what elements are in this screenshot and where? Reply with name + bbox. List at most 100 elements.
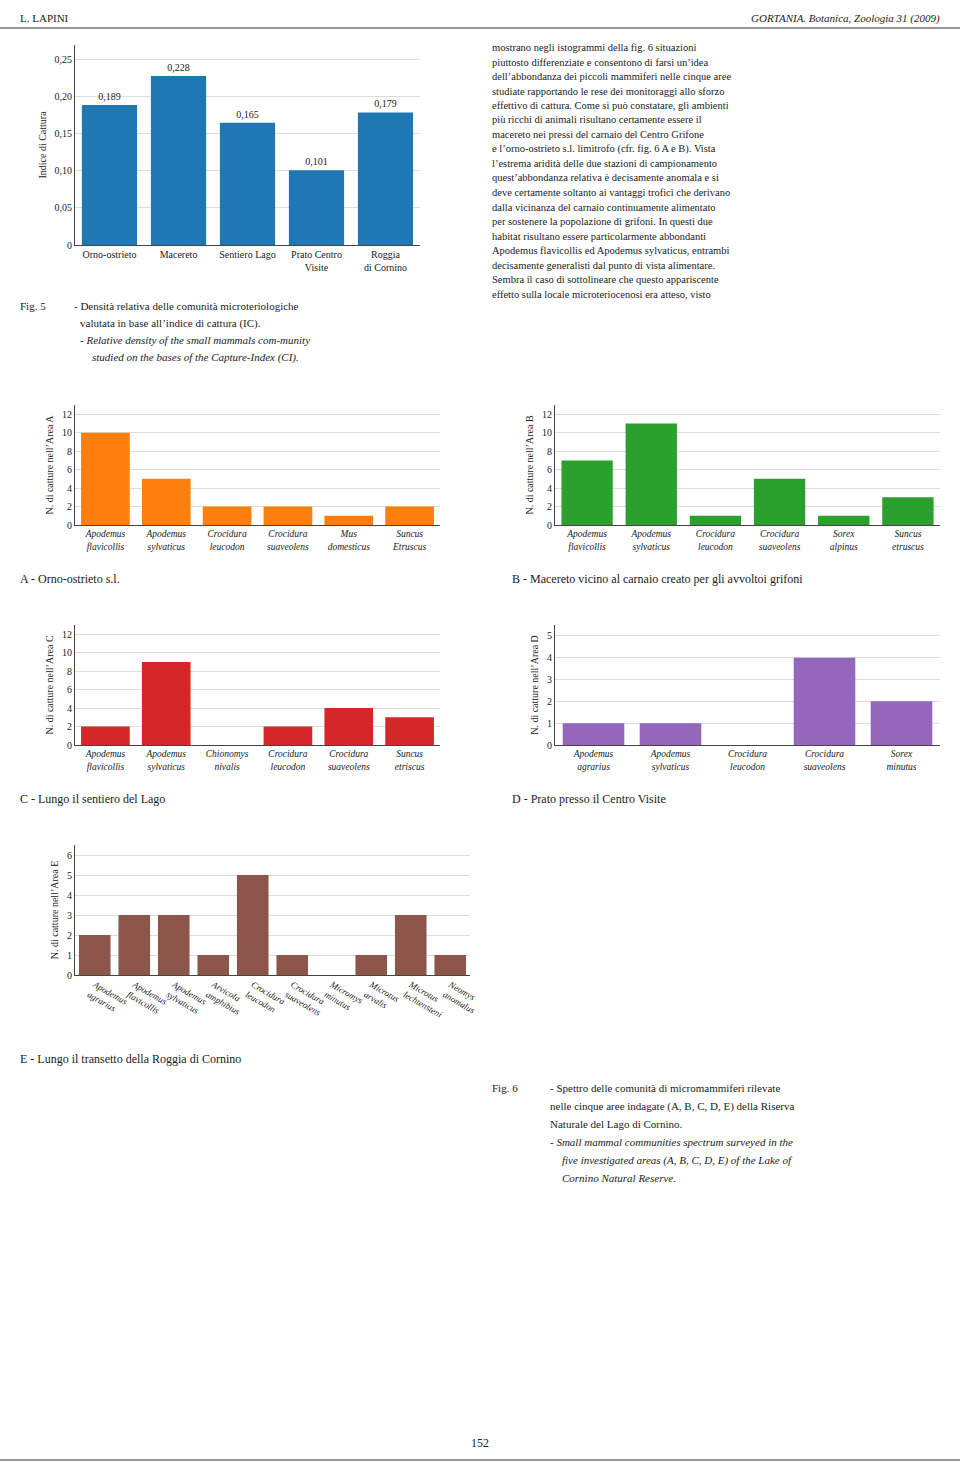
svg-text:Crocidurasuaveolens: Crocidurasuaveolens: [267, 529, 309, 551]
svg-text:L. LAPINI: L. LAPINI: [20, 12, 69, 24]
svg-text:e l’orno-ostrieto s.l. limitro: e l’orno-ostrieto s.l. limitrofo (cfr. f…: [492, 143, 716, 155]
svg-text:12: 12: [542, 409, 552, 420]
svg-text:- Small mammal communities spe: - Small mammal communities spectrum surv…: [550, 1136, 793, 1148]
svg-text:Sentiero Lago: Sentiero Lago: [219, 249, 275, 260]
svg-text:Microtuslechtensteni: Microtuslechtensteni: [401, 979, 450, 1020]
svg-text:Naturale del Lago di Cornino.: Naturale del Lago di Cornino.: [550, 1118, 683, 1130]
svg-text:dalla vicinanza del carnaio co: dalla vicinanza del carnaio continuament…: [492, 202, 716, 213]
svg-text:0,179: 0,179: [374, 98, 397, 109]
svg-text:8: 8: [67, 666, 72, 677]
svg-text:Apodemus flavicollis ed Apodem: Apodemus flavicollis ed Apodemus sylvati…: [492, 245, 729, 256]
svg-text:4: 4: [547, 652, 552, 663]
svg-text:10: 10: [62, 647, 72, 658]
svg-text:12: 12: [62, 409, 72, 420]
svg-text:Fig. 5: Fig. 5: [20, 300, 46, 312]
svg-text:3: 3: [67, 910, 72, 921]
svg-text:habitat risultano essere parti: habitat risultano essere particolarmente…: [492, 231, 706, 242]
svg-text:SuncusEtruscus: SuncusEtruscus: [392, 529, 427, 551]
svg-text:Musdomesticus: Musdomesticus: [328, 529, 371, 551]
svg-text:8: 8: [67, 446, 72, 457]
svg-text:Crociduraleucodon: Crociduraleucodon: [244, 979, 287, 1017]
svg-text:Apodemussylvaticus: Apodemussylvaticus: [145, 529, 186, 551]
svg-text:A - Orno-ostrieto s.l.: A - Orno-ostrieto s.l.: [20, 572, 120, 586]
svg-text:0: 0: [547, 520, 552, 531]
svg-text:6: 6: [67, 850, 72, 861]
svg-text:Apodemussylvaticus: Apodemussylvaticus: [164, 979, 209, 1017]
svg-text:Crocidurasuaveolens: Crocidurasuaveolens: [804, 749, 846, 771]
svg-text:152: 152: [471, 1436, 489, 1450]
svg-text:five investigated areas (A, B,: five investigated areas (A, B, C, D, E) …: [562, 1154, 793, 1167]
svg-text:effettivo di cattura. Come si: effettivo di cattura. Come si può consta…: [492, 100, 729, 111]
svg-text:Crocidurasuaveolens: Crocidurasuaveolens: [759, 529, 801, 551]
svg-text:5: 5: [67, 870, 72, 881]
svg-text:Apodemusagrarius: Apodemusagrarius: [573, 749, 614, 771]
svg-text:Cornino Natural Reserve.: Cornino Natural Reserve.: [562, 1172, 676, 1184]
svg-text:Roggiadi Cornino: Roggiadi Cornino: [364, 249, 407, 273]
svg-text:Apodemusflavicollis: Apodemusflavicollis: [124, 979, 169, 1017]
svg-text:0,05: 0,05: [55, 202, 73, 213]
svg-text:Crocidurasuaveolens: Crocidurasuaveolens: [328, 749, 370, 771]
svg-text:2: 2: [67, 721, 72, 732]
svg-text:0,101: 0,101: [305, 156, 328, 167]
svg-text:dell’abbondanza dei piccoli ma: dell’abbondanza dei piccoli mammiferi ne…: [492, 71, 731, 82]
svg-text:valutata in base all’indice di: valutata in base all’indice di cattura (…: [80, 317, 261, 330]
svg-text:N. di catture nell’Area E: N. di catture nell’Area E: [49, 861, 60, 960]
svg-text:Apodemusflavicollis: Apodemusflavicollis: [566, 529, 607, 551]
svg-text:0,189: 0,189: [98, 91, 121, 102]
svg-text:0,228: 0,228: [167, 62, 190, 73]
svg-text:0,15: 0,15: [55, 128, 73, 139]
svg-text:Suncusetruscus: Suncusetruscus: [892, 529, 924, 551]
svg-text:Apodemusflavicollis: Apodemusflavicollis: [85, 749, 126, 771]
svg-text:Apodemusflavicollis: Apodemusflavicollis: [85, 529, 126, 551]
svg-text:Fig. 6: Fig. 6: [492, 1082, 518, 1094]
svg-text:0,25: 0,25: [55, 54, 73, 65]
svg-text:Crocidurasuaveolens: Crocidurasuaveolens: [283, 979, 328, 1018]
svg-text:quest’abbondanza relativa è de: quest’abbondanza relativa è decisamente …: [492, 172, 719, 183]
svg-text:Suncusetriscus: Suncusetriscus: [395, 749, 425, 771]
svg-text:Apodemusagrarius: Apodemusagrarius: [85, 979, 130, 1017]
svg-text:0: 0: [67, 740, 72, 751]
svg-text:GORTANIA. Botanica, Zoologia 3: GORTANIA. Botanica, Zoologia 31 (2009): [751, 12, 940, 25]
svg-text:10: 10: [542, 427, 552, 438]
svg-text:mostrano negli istogrammi dell: mostrano negli istogrammi della fig. 6 s…: [492, 42, 697, 53]
svg-text:6: 6: [67, 464, 72, 475]
svg-text:- Relative density of the smal: - Relative density of the small mammals …: [80, 334, 310, 346]
svg-text:4: 4: [67, 703, 72, 714]
svg-text:Crociduraleucodon: Crociduraleucodon: [207, 529, 246, 551]
svg-text:Arvicolaamphibius: Arvicolaamphibius: [203, 979, 248, 1017]
svg-text:Micromysminutus: Micromysminutus: [322, 979, 365, 1016]
svg-text:più ricchi di animali risultan: più ricchi di animali risultano certamen…: [492, 114, 702, 125]
svg-text:1: 1: [67, 950, 72, 961]
svg-text:6: 6: [547, 464, 552, 475]
svg-text:Apodemussylvaticus: Apodemussylvaticus: [630, 529, 671, 551]
svg-text:Prato CentroVisite: Prato CentroVisite: [291, 249, 342, 273]
svg-text:E - Lungo il transetto della R: E - Lungo il transetto della Roggia di C…: [20, 1052, 241, 1066]
svg-text:Crociduraleucodon: Crociduraleucodon: [696, 529, 735, 551]
svg-text:deve certamente soltanto ai va: deve certamente soltanto ai vantaggi tro…: [492, 187, 730, 198]
svg-text:N. di catture nell’Area B: N. di catture nell’Area B: [524, 415, 535, 514]
svg-text:4: 4: [67, 890, 72, 901]
svg-text:per sostenere la popolazione d: per sostenere la popolazione di grifoni.…: [492, 216, 713, 227]
svg-text:Orno-ostrieto: Orno-ostrieto: [83, 249, 137, 260]
svg-text:0: 0: [67, 970, 72, 981]
svg-text:Apodemussylvaticus: Apodemussylvaticus: [145, 749, 186, 771]
svg-text:Apodemussylvaticus: Apodemussylvaticus: [650, 749, 691, 771]
svg-text:0,10: 0,10: [55, 165, 73, 176]
svg-text:Sembra il caso di sottolineare: Sembra il caso di sottolineare che quest…: [492, 274, 719, 285]
svg-text:0: 0: [67, 520, 72, 531]
svg-text:2: 2: [67, 501, 72, 512]
svg-text:2: 2: [547, 696, 552, 707]
svg-text:Sorexminutus: Sorexminutus: [886, 749, 916, 771]
svg-text:0: 0: [67, 240, 72, 251]
svg-text:Chionomysnivalis: Chionomysnivalis: [206, 749, 249, 771]
svg-text:- Densità relativa delle comun: - Densità relativa delle comunità microt…: [74, 300, 299, 312]
svg-text:Crociduraleucodon: Crociduraleucodon: [728, 749, 767, 771]
svg-text:Microtusarvalis: Microtusarvalis: [361, 979, 401, 1015]
svg-text:1: 1: [547, 718, 552, 729]
svg-text:N. di catture nell’Area D: N. di catture nell’Area D: [529, 635, 540, 735]
svg-text:studied on the bases of the Ca: studied on the bases of the Capture-Inde…: [92, 351, 299, 364]
svg-text:2: 2: [547, 501, 552, 512]
svg-text:piuttosto differenziate e cons: piuttosto differenziate e consentono di …: [492, 57, 708, 68]
svg-text:N. di catture nell’Area A: N. di catture nell’Area A: [44, 415, 55, 515]
svg-text:Sorexalpinus: Sorexalpinus: [830, 529, 858, 551]
